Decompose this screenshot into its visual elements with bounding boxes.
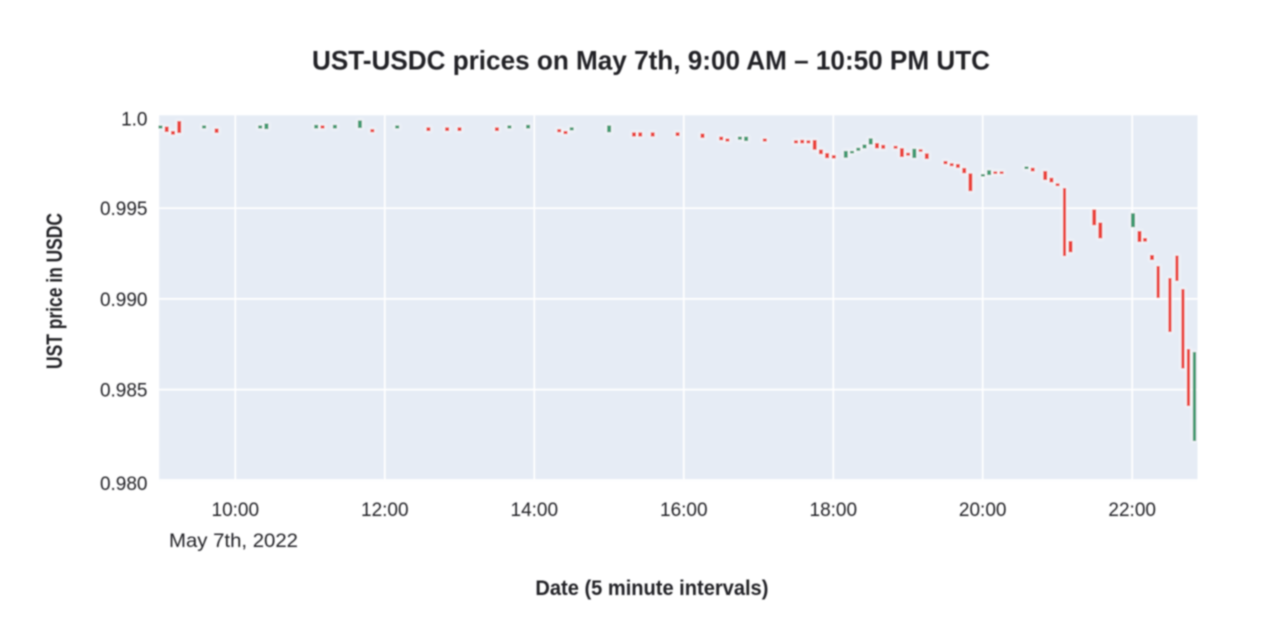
svg-text:16:00: 16:00 xyxy=(660,500,708,521)
svg-text:May 7th, 2022: May 7th, 2022 xyxy=(169,530,298,552)
svg-text:0.995: 0.995 xyxy=(100,199,148,220)
svg-text:0.990: 0.990 xyxy=(100,290,148,311)
svg-text:UST price in USDC: UST price in USDC xyxy=(42,213,67,369)
svg-text:1.0: 1.0 xyxy=(121,109,147,130)
svg-text:22:00: 22:00 xyxy=(1108,500,1156,521)
svg-text:20:00: 20:00 xyxy=(959,500,1007,521)
svg-text:Date (5 minute intervals): Date (5 minute intervals) xyxy=(535,576,768,600)
svg-text:0.985: 0.985 xyxy=(100,381,148,402)
svg-text:12:00: 12:00 xyxy=(361,500,409,521)
svg-text:18:00: 18:00 xyxy=(810,500,858,521)
svg-text:UST-USDC prices on May 7th, 9:: UST-USDC prices on May 7th, 9:00 AM – 10… xyxy=(312,46,990,76)
svg-text:0.980: 0.980 xyxy=(100,474,148,495)
svg-text:14:00: 14:00 xyxy=(511,500,559,521)
svg-text:10:00: 10:00 xyxy=(212,500,260,521)
